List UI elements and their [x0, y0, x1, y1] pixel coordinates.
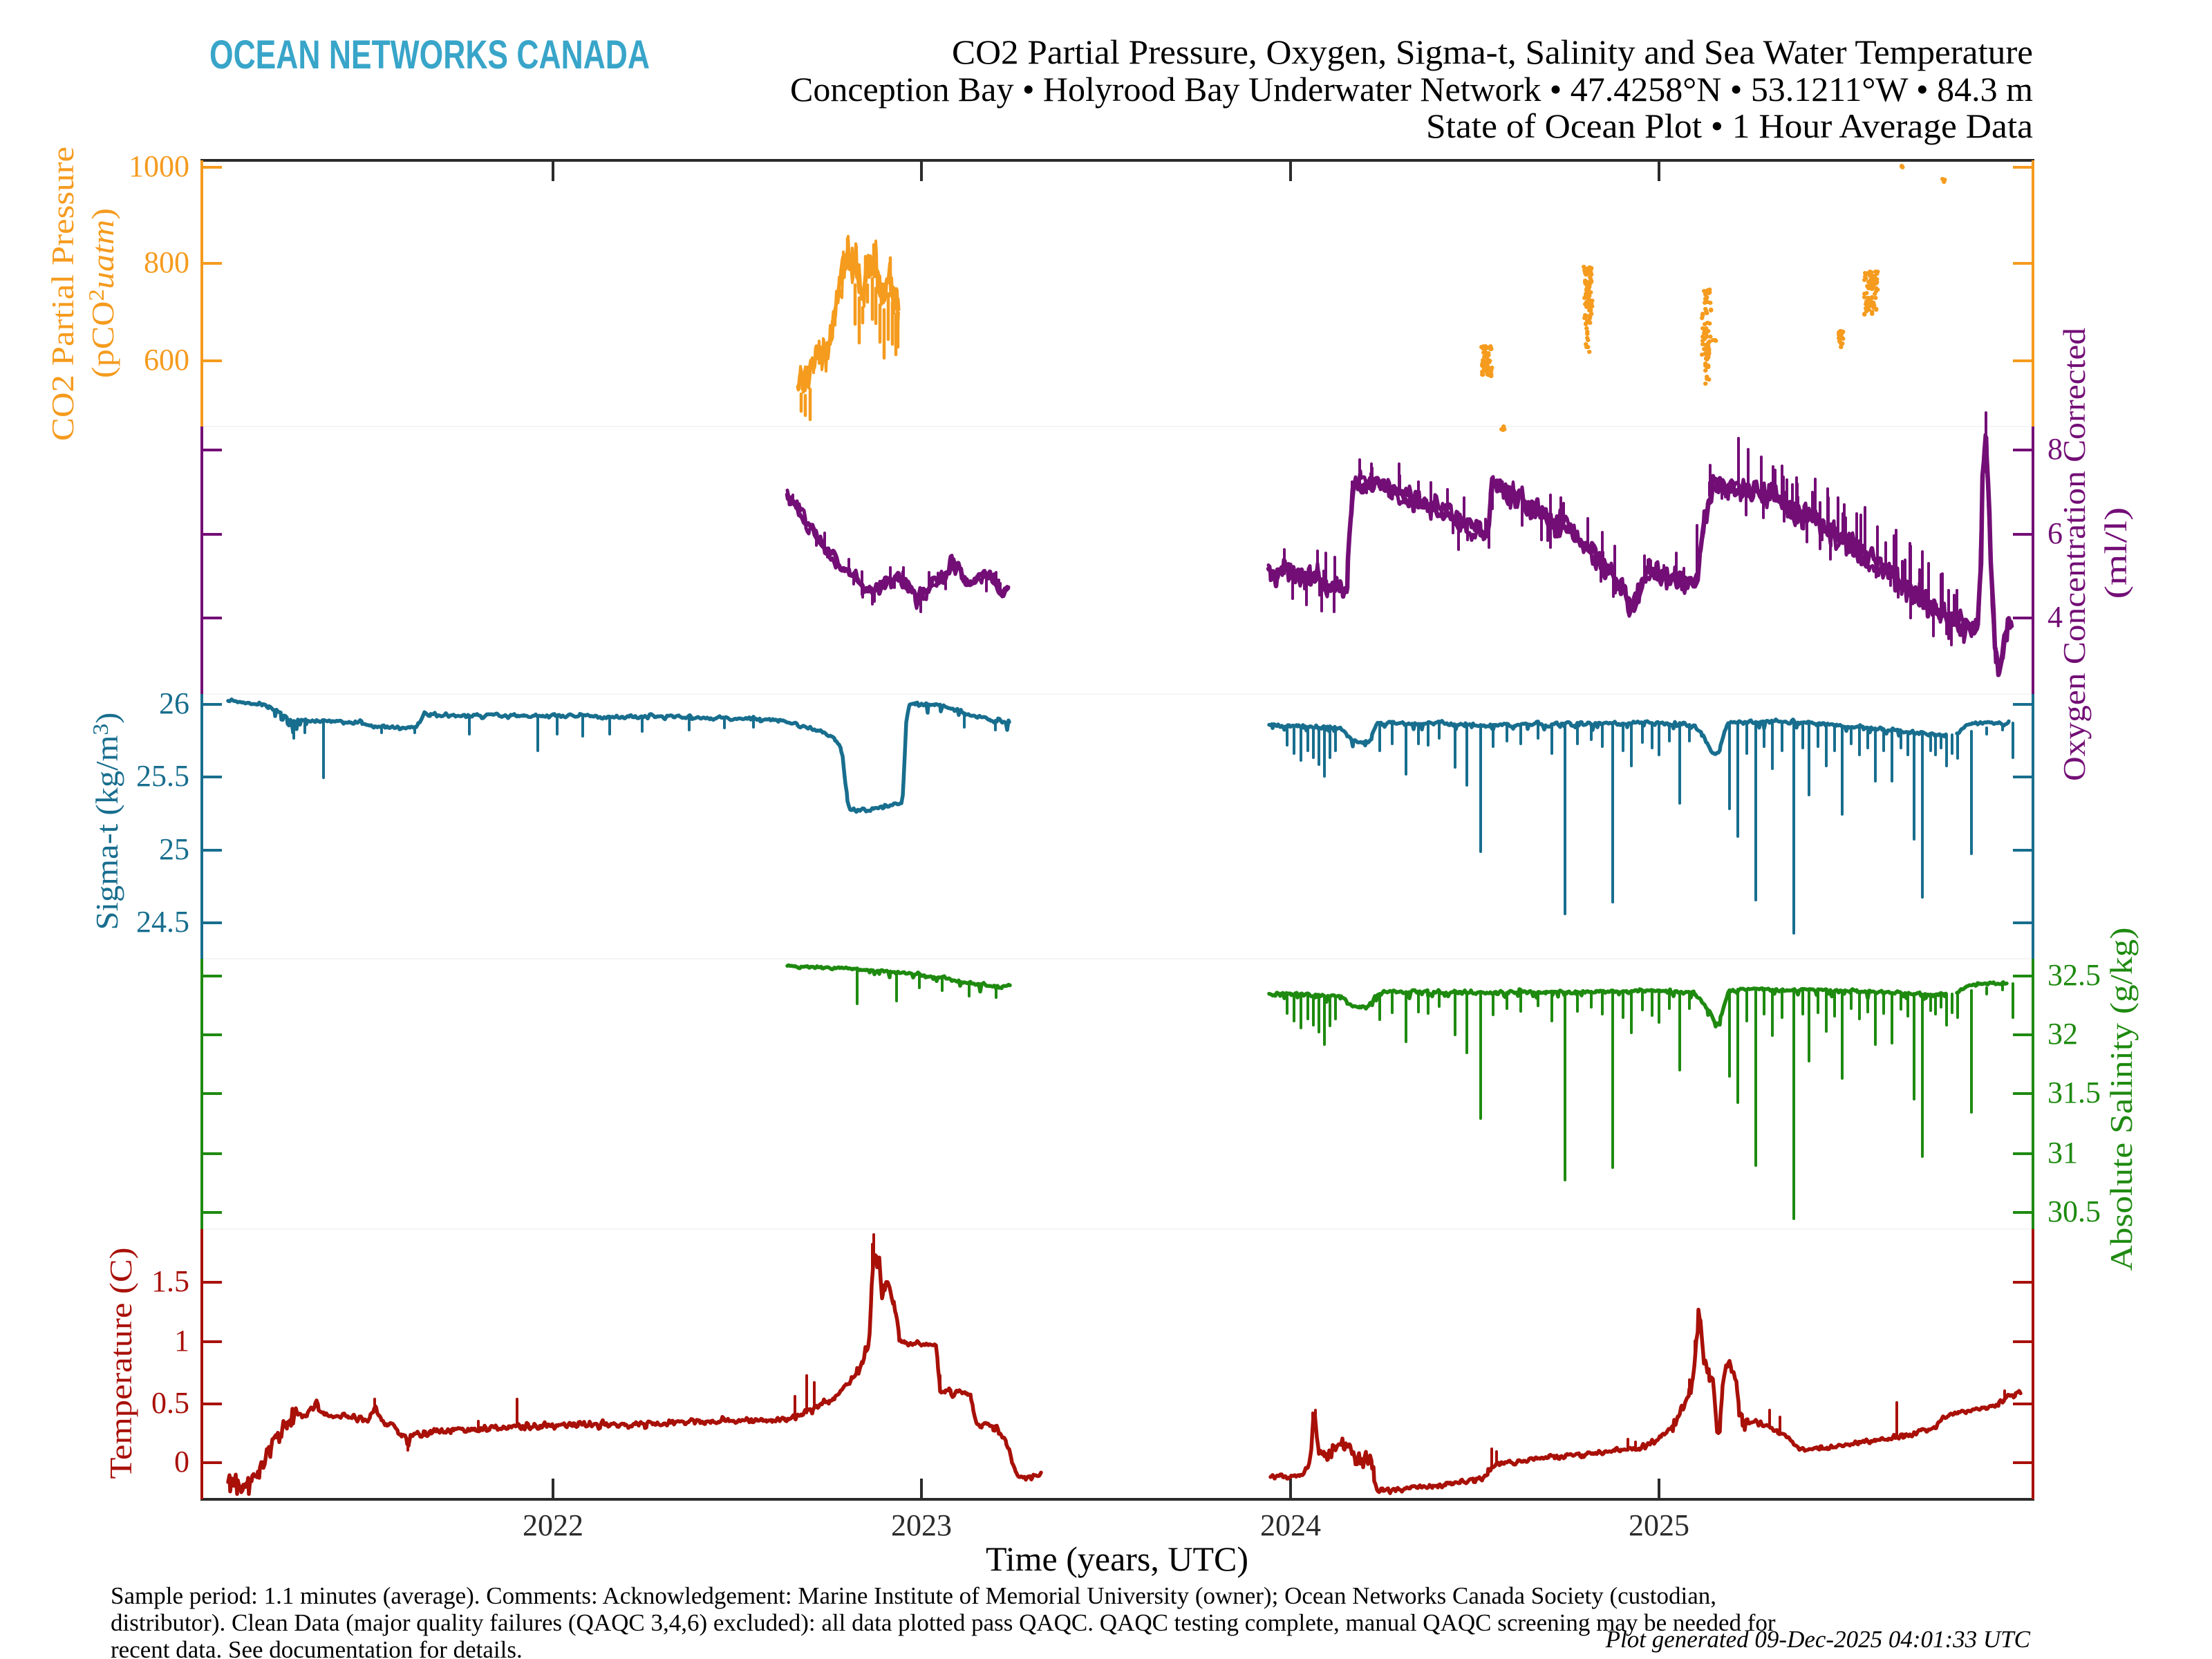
svg-text:CO2 Partial Pressure: CO2 Partial Pressure [45, 147, 80, 441]
svg-text:0.5: 0.5 [151, 1386, 189, 1420]
svg-text:OCEAN NETWORKS CANADA: OCEAN NETWORKS CANADA [209, 32, 650, 77]
svg-text:31.5: 31.5 [2047, 1076, 2101, 1109]
svg-text:2024: 2024 [1260, 1508, 1321, 1542]
svg-text:Temperature (C): Temperature (C) [103, 1248, 138, 1479]
svg-text:26: 26 [159, 686, 189, 720]
svg-text:1.5: 1.5 [151, 1264, 189, 1298]
svg-text:31: 31 [2047, 1136, 2078, 1170]
svg-text:1000: 1000 [129, 149, 189, 183]
svg-text:(pCO2uatm): (pCO2uatm) [84, 208, 120, 378]
svg-text:Oxygen Concentration Corrected: Oxygen Concentration Corrected [2056, 328, 2092, 781]
svg-text:8: 8 [2047, 432, 2063, 466]
svg-text:6: 6 [2047, 516, 2063, 550]
svg-text:2025: 2025 [1629, 1508, 1689, 1542]
svg-text:CO2 Partial Pressure, Oxygen,: CO2 Partial Pressure, Oxygen, Sigma-t, S… [952, 32, 2033, 71]
svg-text:State of Ocean Plot • 1 Hour A: State of Ocean Plot • 1 Hour Average Dat… [1426, 106, 2033, 145]
svg-text:0: 0 [174, 1445, 189, 1479]
svg-text:30.5: 30.5 [2047, 1194, 2101, 1228]
svg-text:2023: 2023 [891, 1508, 952, 1542]
svg-text:distributor). Clean Data (majo: distributor). Clean Data (major quality … [111, 1609, 1776, 1636]
svg-text:(ml/l): (ml/l) [2098, 507, 2133, 599]
svg-text:Time (years, UTC): Time (years, UTC) [986, 1539, 1248, 1578]
svg-text:Sample period: 1.1 minutes (av: Sample period: 1.1 minutes (average). Co… [111, 1582, 1716, 1609]
svg-text:24.5: 24.5 [136, 905, 189, 939]
svg-text:recent data. See documentation: recent data. See documentation for detai… [111, 1636, 523, 1659]
svg-text:Conception Bay • Holyrood Bay: Conception Bay • Holyrood Bay Underwater… [790, 70, 2033, 109]
svg-text:Sigma-t (kg/m3): Sigma-t (kg/m3) [88, 713, 124, 930]
svg-text:800: 800 [144, 245, 189, 279]
svg-text:32: 32 [2047, 1017, 2078, 1051]
svg-text:25.5: 25.5 [136, 759, 189, 793]
svg-text:25: 25 [159, 832, 189, 866]
svg-text:2022: 2022 [523, 1508, 583, 1542]
svg-text:600: 600 [144, 343, 189, 377]
svg-text:Absolute Salinity (g/kg): Absolute Salinity (g/kg) [2103, 928, 2139, 1271]
svg-text:1: 1 [174, 1324, 189, 1358]
svg-text:4: 4 [2047, 600, 2063, 634]
svg-text:32.5: 32.5 [2047, 958, 2101, 992]
svg-text:Plot generated 09-Dec-2025 04:: Plot generated 09-Dec-2025 04:01:33 UTC [1605, 1626, 2031, 1653]
